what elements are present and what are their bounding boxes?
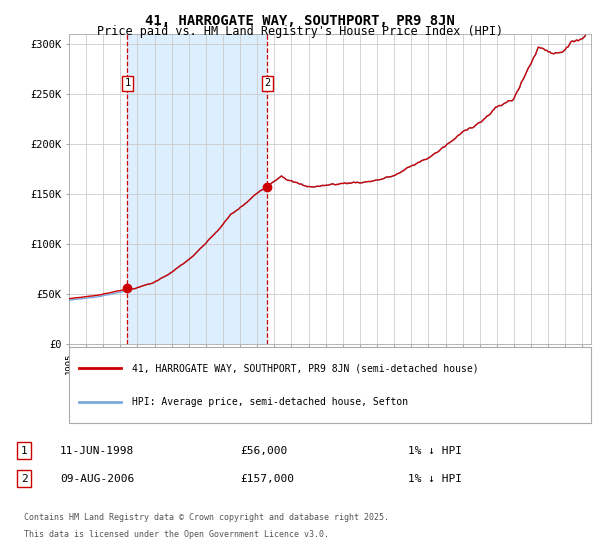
Text: £157,000: £157,000 xyxy=(240,474,294,484)
Bar xyxy=(127,34,267,344)
Text: This data is licensed under the Open Government Licence v3.0.: This data is licensed under the Open Gov… xyxy=(24,530,329,539)
Text: 1% ↓ HPI: 1% ↓ HPI xyxy=(408,446,462,456)
Text: £56,000: £56,000 xyxy=(240,446,287,456)
Text: HPI: Average price, semi-detached house, Sefton: HPI: Average price, semi-detached house,… xyxy=(131,396,408,407)
Text: 1: 1 xyxy=(20,446,28,456)
Text: 41, HARROGATE WAY, SOUTHPORT, PR9 8JN: 41, HARROGATE WAY, SOUTHPORT, PR9 8JN xyxy=(145,14,455,28)
Text: Price paid vs. HM Land Registry's House Price Index (HPI): Price paid vs. HM Land Registry's House … xyxy=(97,25,503,38)
Text: Contains HM Land Registry data © Crown copyright and database right 2025.: Contains HM Land Registry data © Crown c… xyxy=(24,514,389,522)
Text: 41, HARROGATE WAY, SOUTHPORT, PR9 8JN (semi-detached house): 41, HARROGATE WAY, SOUTHPORT, PR9 8JN (s… xyxy=(131,363,478,374)
Text: 1% ↓ HPI: 1% ↓ HPI xyxy=(408,474,462,484)
Text: 2: 2 xyxy=(20,474,28,484)
Text: 11-JUN-1998: 11-JUN-1998 xyxy=(60,446,134,456)
Text: 09-AUG-2006: 09-AUG-2006 xyxy=(60,474,134,484)
Text: 1: 1 xyxy=(124,78,131,88)
Text: 2: 2 xyxy=(264,78,271,88)
